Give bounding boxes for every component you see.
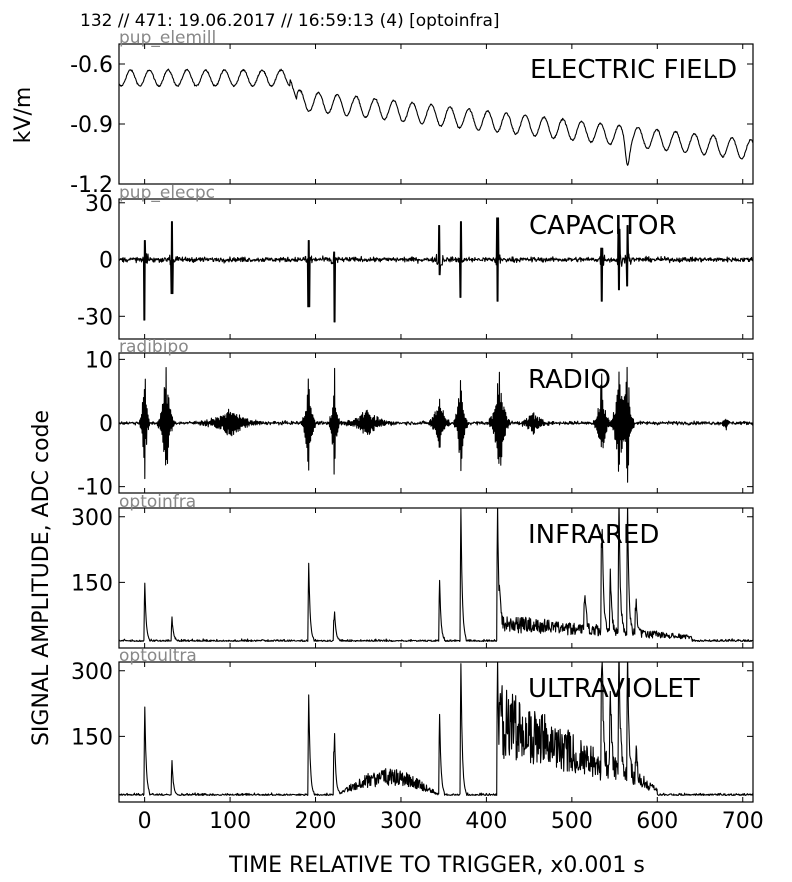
channel-name-efield: pup_elemill <box>119 28 216 48</box>
x-tick-label: 600 <box>636 809 678 834</box>
x-tick-label: 300 <box>380 809 422 834</box>
panel-label-efield: ELECTRIC FIELD <box>530 55 737 85</box>
y-axis-label-efield: kV/m <box>11 87 36 144</box>
panel-capacitor: 30 0 -30 pup_elecpc CAPACITOR <box>77 183 754 340</box>
y-tick-label-capacitor: 30 <box>85 192 113 217</box>
y-tick-label-ultraviolet: 150 <box>71 725 113 750</box>
y-tick-label-efield: -1.2 <box>70 173 113 198</box>
y-tick-label-infrared: 150 <box>71 571 113 596</box>
panel-label-infrared: INFRARED <box>528 520 659 550</box>
panel-efield: -0.6 -0.9 -1.2 pup_elemill ELECTRIC FIELD <box>70 28 754 198</box>
y-tick-label-efield: -0.6 <box>70 53 113 78</box>
series-line-ultraviolet <box>119 662 753 796</box>
panel-label-radio: RADIO <box>528 365 611 395</box>
y-tick-label-ultraviolet: 300 <box>71 660 113 685</box>
series-line-efield <box>119 68 753 166</box>
plot-frame-capacitor <box>118 198 754 340</box>
channel-name-ultraviolet: optoultra <box>119 646 197 666</box>
x-tick-label: 100 <box>209 809 251 834</box>
panel-ultraviolet: 300 150 optoultra ULTRAVIOLET <box>71 646 754 803</box>
panel-label-ultraviolet: ULTRAVIOLET <box>528 674 700 704</box>
panel-radio: 10 0 -10 radibipo RADIO <box>77 337 754 501</box>
plot-frame-ultraviolet <box>118 661 754 803</box>
channel-name-infrared: optoinfra <box>119 492 196 512</box>
series-line-radio <box>119 366 753 483</box>
chart-title: 132 // 471: 19.06.2017 // 16:59:13 (4) [… <box>80 11 500 31</box>
plot-frame-efield <box>118 43 754 185</box>
y-tick-label-infrared: 300 <box>71 506 113 531</box>
y-axis-label-shared: SIGNAL AMPLITUDE, ADC code <box>29 410 54 746</box>
y-tick-label-efield: -0.9 <box>70 113 113 138</box>
y-tick-label-radio: 0 <box>99 412 113 437</box>
channel-name-radio: radibipo <box>119 337 189 357</box>
x-tick-label: 0 <box>138 809 152 834</box>
y-tick-label-radio: -10 <box>77 476 113 501</box>
x-tick-label: 200 <box>295 809 337 834</box>
y-tick-label-radio: 10 <box>85 348 113 373</box>
panel-label-capacitor: CAPACITOR <box>529 211 677 241</box>
channel-name-capacitor: pup_elecpc <box>119 183 215 203</box>
series-line-capacitor <box>119 217 753 323</box>
series-line-infrared <box>119 508 753 642</box>
y-tick-label-capacitor: -30 <box>77 305 113 330</box>
panel-infrared: 300 150 optoinfra INFRARED <box>71 492 754 649</box>
plot-frame-infrared <box>118 507 754 649</box>
x-axis-label: TIME RELATIVE TO TRIGGER, x0.001 s <box>228 853 645 878</box>
x-tick-label: 700 <box>722 809 764 834</box>
y-tick-label-capacitor: 0 <box>99 249 113 274</box>
x-tick-label: 500 <box>551 809 593 834</box>
x-tick-label: 400 <box>465 809 507 834</box>
x-axis-ticks: 0 100 200 300 400 500 600 700 <box>138 809 764 834</box>
